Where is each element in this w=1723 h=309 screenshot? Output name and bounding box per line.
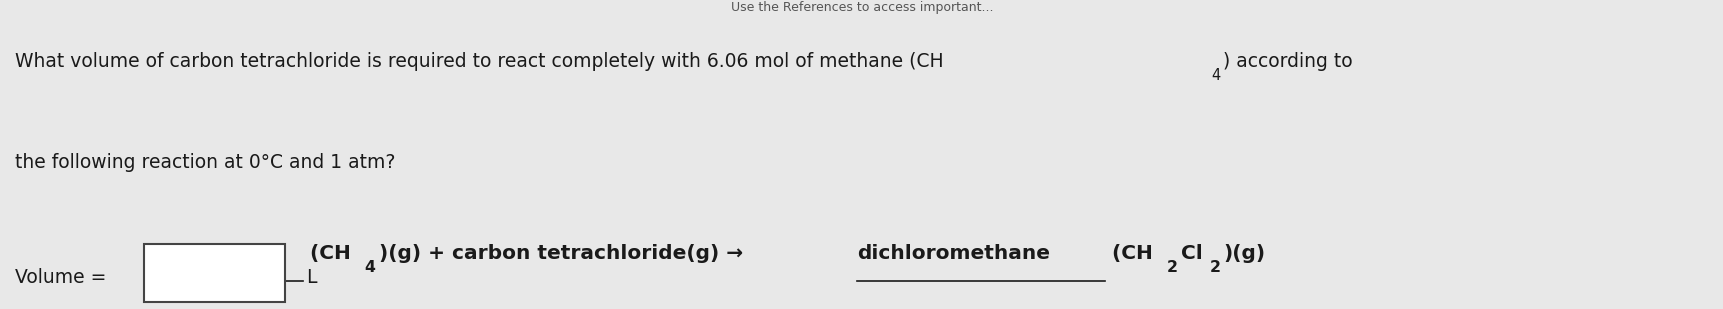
- Text: the following reaction at 0°C and 1 atm?: the following reaction at 0°C and 1 atm?: [16, 154, 395, 172]
- Text: )(g) + carbon tetrachloride(g) →: )(g) + carbon tetrachloride(g) →: [379, 243, 750, 263]
- FancyBboxPatch shape: [145, 243, 286, 302]
- Text: 2: 2: [1208, 260, 1220, 275]
- Text: Use the References to access important...: Use the References to access important..…: [731, 1, 992, 14]
- Text: What volume of carbon tetrachloride is required to react completely with 6.06 mo: What volume of carbon tetrachloride is r…: [16, 52, 942, 71]
- Text: methane: methane: [174, 243, 274, 263]
- Text: (CH: (CH: [303, 243, 351, 263]
- Text: 4: 4: [1211, 68, 1220, 83]
- Text: 4: 4: [365, 260, 376, 275]
- Text: ) according to: ) according to: [1223, 52, 1353, 71]
- Text: dichloromethane: dichloromethane: [856, 243, 1049, 263]
- Text: L: L: [307, 268, 317, 287]
- Text: 2: 2: [1166, 260, 1177, 275]
- Text: (CH: (CH: [1104, 243, 1153, 263]
- Text: Volume =: Volume =: [16, 268, 112, 287]
- Text: )(g): )(g): [1223, 243, 1265, 263]
- Text: Cl: Cl: [1180, 243, 1203, 263]
